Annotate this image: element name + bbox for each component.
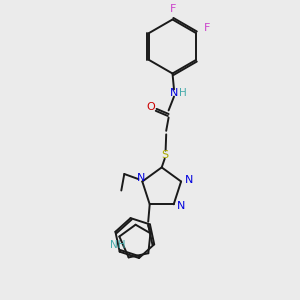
Text: NH: NH (110, 240, 126, 250)
Text: N: N (170, 88, 178, 98)
Text: S: S (161, 150, 168, 160)
Text: F: F (170, 4, 177, 14)
Text: N: N (136, 173, 145, 183)
Text: O: O (146, 102, 155, 112)
Text: N: N (177, 201, 185, 211)
Text: N: N (184, 175, 193, 185)
Text: F: F (204, 22, 211, 33)
Text: H: H (178, 88, 186, 98)
